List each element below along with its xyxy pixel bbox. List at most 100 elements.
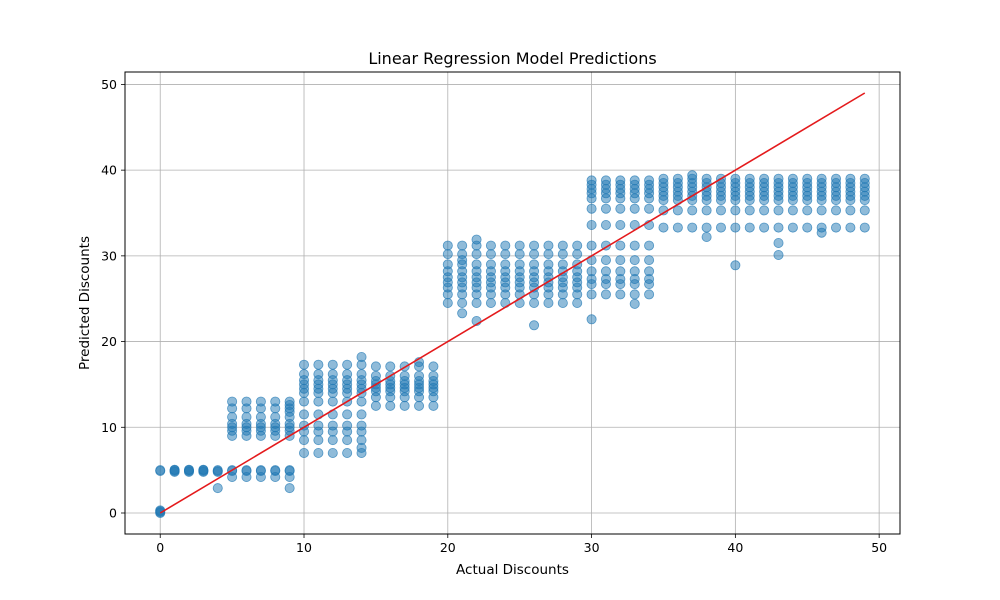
- data-point: [183, 464, 194, 475]
- data-point: [831, 222, 842, 233]
- data-point: [744, 205, 755, 216]
- data-point: [428, 400, 439, 411]
- data-point: [212, 465, 223, 476]
- data-point: [831, 205, 842, 216]
- data-point: [600, 266, 611, 277]
- y-tick-label: 20: [101, 334, 117, 349]
- data-point: [600, 203, 611, 214]
- data-point: [701, 222, 712, 233]
- data-point: [802, 173, 813, 184]
- x-tick-label: 10: [296, 540, 312, 555]
- data-point: [327, 369, 338, 380]
- data-point: [299, 447, 310, 458]
- data-point: [485, 240, 496, 251]
- data-point: [773, 173, 784, 184]
- x-tick-label: 30: [584, 540, 600, 555]
- chart-title: Linear Regression Model Predictions: [368, 49, 656, 68]
- data-point: [644, 255, 655, 266]
- data-point: [615, 175, 626, 186]
- data-point: [241, 465, 252, 476]
- data-point: [845, 173, 856, 184]
- data-point: [845, 222, 856, 233]
- data-point: [313, 435, 324, 446]
- data-point: [442, 297, 453, 308]
- data-point: [270, 411, 281, 422]
- data-point: [385, 361, 396, 372]
- data-point: [327, 435, 338, 446]
- data-point: [759, 222, 770, 233]
- data-point: [773, 237, 784, 248]
- data-point: [773, 222, 784, 233]
- data-point: [701, 231, 712, 242]
- data-point: [629, 175, 640, 186]
- data-point: [457, 297, 468, 308]
- data-point: [356, 420, 367, 431]
- data-point: [284, 483, 295, 494]
- data-point: [313, 447, 324, 458]
- data-point: [701, 205, 712, 216]
- data-point: [299, 359, 310, 370]
- data-point: [327, 420, 338, 431]
- data-point: [687, 170, 698, 181]
- data-point: [816, 173, 827, 184]
- data-point: [500, 259, 511, 270]
- data-point: [212, 483, 223, 494]
- grid: [125, 72, 900, 534]
- data-point: [629, 203, 640, 214]
- data-point: [600, 175, 611, 186]
- data-point: [299, 396, 310, 407]
- data-point: [485, 259, 496, 270]
- data-point: [572, 240, 583, 251]
- data-point: [615, 255, 626, 266]
- data-point: [313, 396, 324, 407]
- data-point: [615, 289, 626, 300]
- data-point: [543, 297, 554, 308]
- x-tick-label: 50: [871, 540, 887, 555]
- data-point: [500, 249, 511, 260]
- data-point: [600, 219, 611, 230]
- data-point: [615, 240, 626, 251]
- data-point: [730, 260, 741, 271]
- data-point: [802, 222, 813, 233]
- data-point: [644, 175, 655, 186]
- data-point: [356, 396, 367, 407]
- data-point: [787, 205, 798, 216]
- data-point: [529, 320, 540, 331]
- data-point: [658, 222, 669, 233]
- ticks: 0 10 20 30 40 50 0 10 20 30 40 50: [101, 77, 887, 555]
- data-point: [715, 205, 726, 216]
- data-point: [715, 222, 726, 233]
- x-tick-label: 20: [440, 540, 456, 555]
- data-point: [586, 240, 597, 251]
- data-point: [615, 203, 626, 214]
- data-point: [615, 266, 626, 277]
- data-point: [845, 205, 856, 216]
- data-point: [414, 400, 425, 411]
- data-point: [284, 465, 295, 476]
- data-point: [557, 297, 568, 308]
- data-point: [615, 219, 626, 230]
- data-point: [773, 249, 784, 260]
- data-point: [759, 205, 770, 216]
- data-point: [500, 240, 511, 251]
- data-point: [370, 400, 381, 411]
- data-point: [255, 396, 266, 407]
- data-point: [859, 173, 870, 184]
- data-point: [514, 249, 525, 260]
- data-point: [198, 464, 209, 475]
- data-point: [485, 297, 496, 308]
- data-point: [759, 173, 770, 184]
- x-axis-label: Actual Discounts: [456, 562, 569, 578]
- data-point: [557, 249, 568, 260]
- data-point: [327, 396, 338, 407]
- data-point: [529, 259, 540, 270]
- y-tick-label: 0: [109, 506, 117, 521]
- y-tick-label: 10: [101, 420, 117, 435]
- data-point: [313, 359, 324, 370]
- data-point: [342, 447, 353, 458]
- data-point: [342, 369, 353, 380]
- data-point: [687, 222, 698, 233]
- data-point: [356, 442, 367, 453]
- data-point: [457, 240, 468, 251]
- y-tick-label: 50: [101, 77, 117, 92]
